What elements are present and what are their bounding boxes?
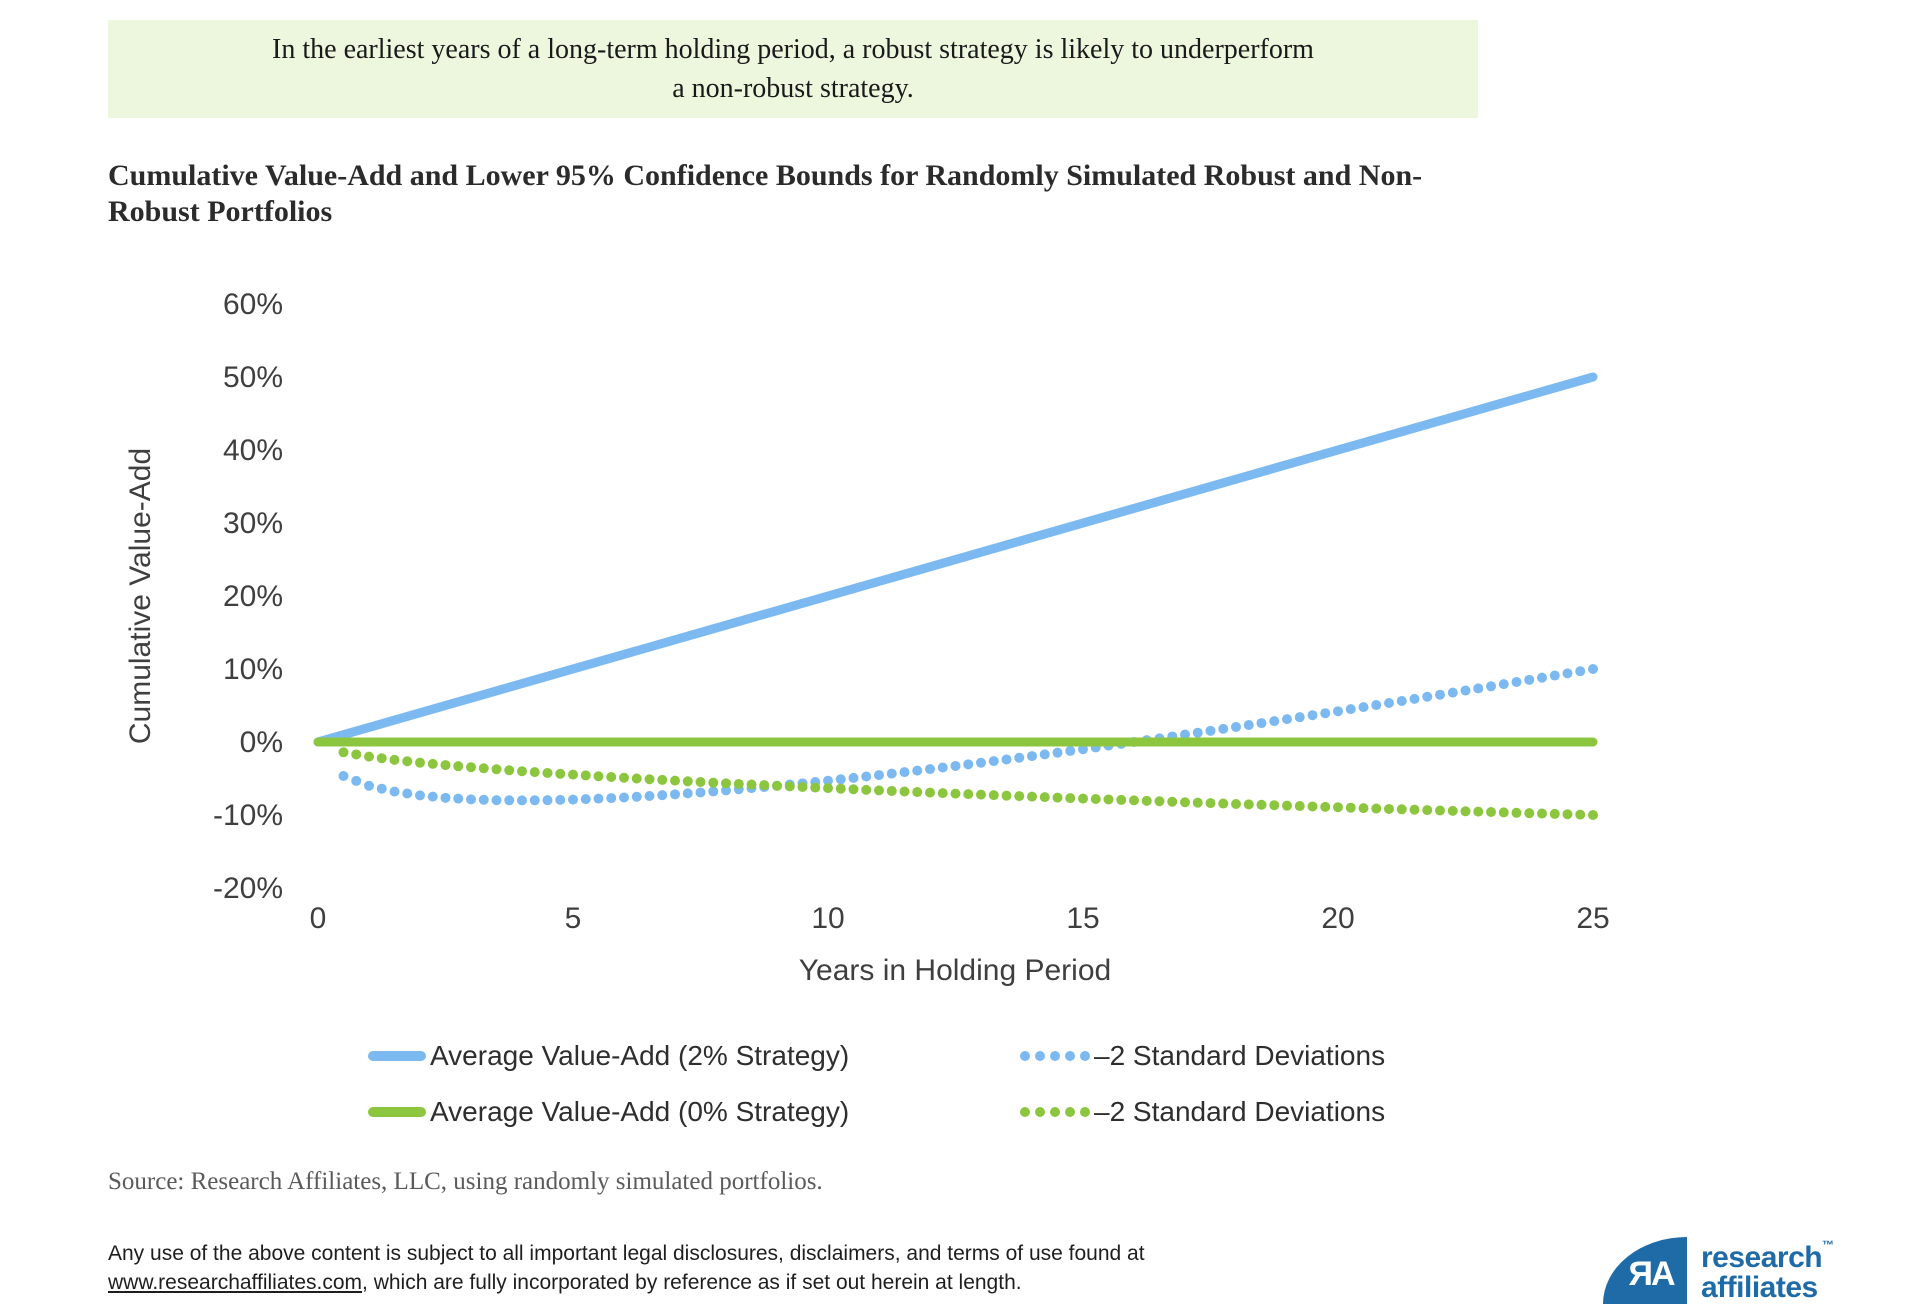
logo-word-affiliates: affiliates: [1701, 1271, 1818, 1304]
y-tick-label: 20%: [223, 580, 283, 613]
y-axis-title: Cumulative Value-Add: [124, 448, 157, 744]
logo-word-research: research: [1701, 1241, 1823, 1274]
green-dotted-line-swatch: [1020, 1107, 1090, 1117]
y-tick-label: 10%: [223, 653, 283, 686]
y-tick-label: 50%: [223, 361, 283, 394]
source-note: Source: Research Affiliates, LLC, using …: [108, 1168, 823, 1195]
research-affiliates-logo: ЯA research™ affiliates: [1603, 1237, 1834, 1304]
x-tick-label: 20: [1321, 902, 1354, 935]
y-tick-label: -10%: [213, 799, 283, 832]
legend-label: –2 Standard Deviations: [1094, 1096, 1386, 1127]
ra-logo-mark-icon: ЯA: [1603, 1237, 1687, 1304]
y-tick-label: 40%: [223, 434, 283, 467]
chart-title: Cumulative Value-Add and Lower 95% Confi…: [108, 159, 1423, 229]
legend-label: Average Value-Add (0% Strategy): [430, 1096, 850, 1127]
ra-logo-monogram: ЯA: [1628, 1255, 1676, 1293]
green-solid-line-swatch: [368, 1107, 426, 1117]
y-tick-label: 30%: [223, 507, 283, 540]
disclaimer: Any use of the above content is subject …: [108, 1240, 1145, 1298]
disclaimer-text-after-link: , which are fully incorporated by refere…: [362, 1270, 1022, 1294]
x-tick-label: 10: [811, 902, 844, 935]
blue-dotted-line-swatch: [1020, 1051, 1090, 1061]
chart-legend: Average Value-Add (2% Strategy) –2 Stand…: [368, 1034, 1385, 1134]
series-dots-blue: [338, 664, 1598, 806]
x-tick-label: 0: [310, 902, 327, 935]
legend-item-minus2sd-green: –2 Standard Deviations: [1020, 1090, 1385, 1134]
trademark-symbol: ™: [1822, 1238, 1834, 1252]
series-line-blue: [313, 372, 1598, 747]
x-tick-label: 15: [1066, 902, 1099, 935]
series-dots-green: [338, 747, 1598, 820]
logo-wordmark: research™ affiliates: [1701, 1239, 1834, 1303]
x-axis-title: Years in Holding Period: [799, 954, 1111, 987]
legend-label: –2 Standard Deviations: [1094, 1040, 1386, 1071]
x-tick-label: 25: [1576, 902, 1609, 935]
blue-solid-line-swatch: [368, 1051, 426, 1061]
legend-label: Average Value-Add (2% Strategy): [430, 1040, 850, 1071]
banner: In the earliest years of a long-term hol…: [108, 20, 1478, 118]
disclaimer-text-before-link: Any use of the above content is subject …: [108, 1242, 1145, 1265]
chart-svg: 60% 50% 40% 30% 20% 10% 0% -10% -20% 0 5 10 15 20 25 Cu…: [124, 288, 1610, 987]
researchaffiliates-link[interactable]: www.researchaffiliates.com: [108, 1270, 363, 1294]
banner-text: In the earliest years of a long-term hol…: [272, 33, 1314, 104]
y-tick-label: 60%: [223, 288, 283, 321]
x-tick-label: 5: [565, 902, 582, 935]
legend-item-avg-2pct: Average Value-Add (2% Strategy): [368, 1034, 1020, 1078]
y-tick-label: 0%: [240, 726, 283, 759]
legend-item-minus2sd-blue: –2 Standard Deviations: [1020, 1034, 1385, 1078]
legend-item-avg-0pct: Average Value-Add (0% Strategy): [368, 1090, 1020, 1134]
chart-area: 60% 50% 40% 30% 20% 10% 0% -10% -20% 0 5 10 15 20 25 Cu…: [0, 228, 1700, 1018]
y-tick-label: -20%: [213, 872, 283, 905]
